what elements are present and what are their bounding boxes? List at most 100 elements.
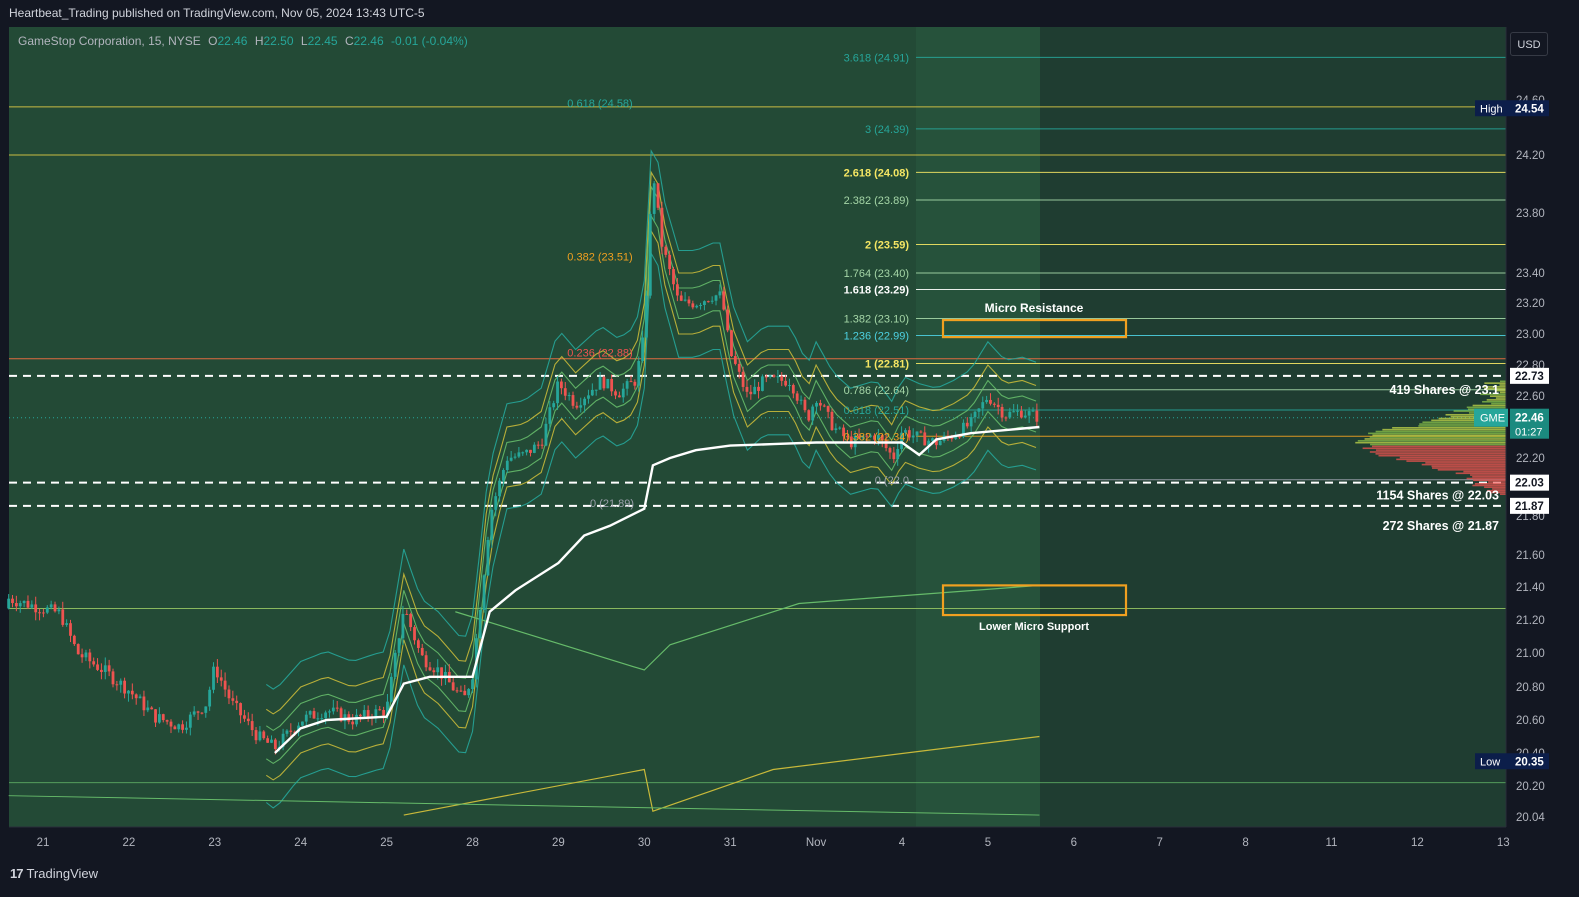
candle-body xyxy=(548,407,551,424)
candle-body xyxy=(324,712,327,718)
volume-profile-bar xyxy=(1400,457,1506,459)
candle-body xyxy=(985,400,988,402)
candle-body xyxy=(1028,411,1031,416)
candle-body xyxy=(301,722,304,726)
volume-profile-bar xyxy=(1500,381,1506,383)
candle-body xyxy=(405,614,408,615)
volume-profile-bar xyxy=(1372,446,1506,448)
time-tick-label: 13 xyxy=(1497,837,1510,849)
candle-body xyxy=(316,718,319,719)
candle-body xyxy=(703,301,706,305)
high-value: 22.50 xyxy=(264,34,294,48)
volume-profile-bar xyxy=(1365,438,1506,440)
volume-profile-bar xyxy=(1376,449,1506,451)
candle-body xyxy=(436,667,439,672)
candle-body xyxy=(502,470,505,481)
candle-body xyxy=(425,655,428,667)
candle-body xyxy=(305,715,308,722)
time-tick-label: 23 xyxy=(208,837,221,849)
candle-body xyxy=(73,636,76,644)
candle-body xyxy=(827,406,830,412)
candle-body xyxy=(394,653,397,677)
symbol-legend[interactable]: GameStop Corporation, 15, NYSE O22.46 H2… xyxy=(18,34,468,48)
time-tick-label: 11 xyxy=(1326,837,1338,849)
candle-body xyxy=(776,376,779,377)
price-tick-label: 21.40 xyxy=(1516,582,1545,594)
candle-body xyxy=(541,445,544,446)
candle-body xyxy=(23,601,26,603)
candle-body xyxy=(815,403,818,407)
price-chart[interactable]: 0.618 (24.58) 0.382 (23.51) 0.236 (22.88) 0… xyxy=(0,0,1579,854)
candle-body xyxy=(490,510,493,540)
candle-body xyxy=(54,604,57,611)
shares-label: 272 Shares @ 21.87 xyxy=(1383,519,1499,533)
footer-bar xyxy=(0,854,1579,897)
candle-body xyxy=(498,481,501,497)
dashed-level-tag-value: 22.73 xyxy=(1515,371,1544,383)
candle-body xyxy=(34,604,37,612)
time-tick-label: 28 xyxy=(466,837,479,849)
candle-body xyxy=(545,424,548,446)
candle-body xyxy=(560,382,563,389)
fib-right-label: 0 (22.0 xyxy=(875,475,909,487)
dashed-level-tag-value: 22.03 xyxy=(1515,478,1544,490)
volume-profile-bar xyxy=(1392,427,1506,429)
candle-body xyxy=(382,710,385,715)
candle-body xyxy=(568,395,571,396)
shares-label: 419 Shares @ 23.1 xyxy=(1390,383,1500,397)
candle-body xyxy=(456,690,459,691)
candle-body xyxy=(1016,411,1019,412)
candle-body xyxy=(452,682,455,690)
candle-body xyxy=(618,395,621,397)
history-zone xyxy=(9,27,1040,827)
candle-body xyxy=(637,361,640,386)
high-label: H xyxy=(255,34,264,48)
candle-body xyxy=(398,638,401,653)
currency-button[interactable]: USD xyxy=(1510,32,1548,56)
candle-body xyxy=(57,609,60,611)
candle-body xyxy=(657,183,660,208)
fib-right-label: 3.618 (24.91) xyxy=(844,52,909,64)
candle-body xyxy=(730,330,733,356)
candle-body xyxy=(417,640,420,648)
candle-body xyxy=(695,306,698,308)
close-value: 22.46 xyxy=(354,34,384,48)
candle-body xyxy=(170,722,173,727)
volume-profile-bar xyxy=(1467,407,1506,409)
candle-body xyxy=(212,667,215,690)
candle-body xyxy=(529,450,532,453)
volume-profile-bar xyxy=(1358,440,1506,442)
candle-body xyxy=(606,379,609,388)
tradingview-logo[interactable]: 17 TradingView xyxy=(10,866,98,881)
candle-body xyxy=(166,720,169,722)
price-tick-label: 23.00 xyxy=(1516,329,1545,341)
volume-profile-bar xyxy=(1488,481,1506,483)
candle-body xyxy=(154,709,157,722)
candle-body xyxy=(599,377,602,390)
candle-body xyxy=(119,681,122,685)
fib-right-label: 3 (24.39) xyxy=(865,124,909,136)
price-tick-label: 23.40 xyxy=(1516,268,1545,280)
volume-profile-bar xyxy=(1372,434,1506,436)
candle-body xyxy=(742,372,745,387)
fib-right-label: 2.382 (23.89) xyxy=(844,195,909,207)
candle-body xyxy=(661,208,664,247)
candle-body xyxy=(162,714,165,720)
candle-body xyxy=(235,701,238,703)
candle-body xyxy=(521,452,524,453)
candle-body xyxy=(112,671,115,684)
candle-body xyxy=(757,387,760,391)
candle-body xyxy=(688,300,691,304)
candle-body xyxy=(27,601,30,608)
price-tick-label: 21.20 xyxy=(1516,615,1545,627)
time-tick-label: 24 xyxy=(294,837,307,849)
fib-right-label: 0.786 (22.64) xyxy=(844,385,909,397)
candle-body xyxy=(270,740,273,743)
candle-body xyxy=(11,599,14,603)
candle-body xyxy=(197,711,200,712)
candle-body xyxy=(201,713,204,714)
fib-right-label: 0.382 (22.34) xyxy=(844,431,909,443)
candle-body xyxy=(610,379,613,391)
candle-body xyxy=(993,404,996,405)
candle-body xyxy=(216,667,219,678)
